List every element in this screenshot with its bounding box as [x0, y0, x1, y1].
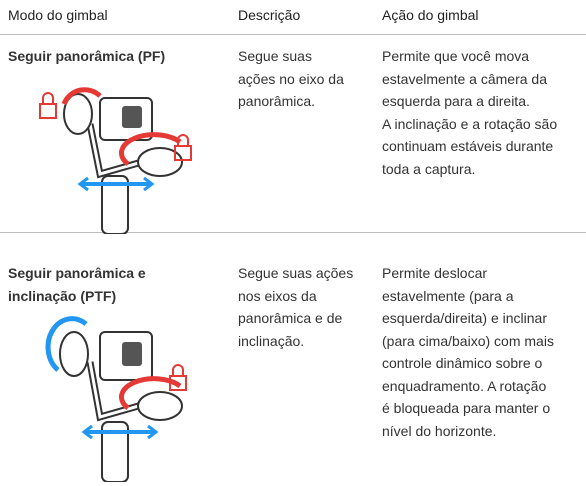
cell-action-line: Permite deslocar	[382, 265, 488, 281]
cell-action-line: enquadramento. A rotação	[382, 377, 547, 394]
cell-action-line: (para cima/baixo) com mais	[382, 332, 554, 349]
cell-action-line: estavelmente a câmera da	[382, 70, 547, 87]
cell-description-line: Segue suas ações	[238, 265, 354, 281]
cell-action-line: controle dinâmico sobre o	[382, 355, 543, 371]
cell-description-line: Segue suas	[238, 48, 312, 64]
cell-mode-line: inclinação (PTF)	[8, 287, 117, 304]
cell-description-line: nos eixos da	[238, 287, 317, 304]
cell-action-line: estavelmente (para a	[382, 287, 514, 304]
header-rule	[0, 34, 586, 35]
cell-description-line: ações no eixo da	[238, 70, 344, 87]
header-mode: Modo do gimbal	[8, 7, 108, 23]
cell-action-line: A inclinação e a rotação são	[382, 115, 558, 132]
cell-action-line: esquerda para a direita.	[382, 93, 530, 109]
row-rule	[0, 232, 586, 233]
cell-description-line: panorâmica.	[238, 93, 316, 109]
cell-action-line: toda a captura.	[382, 160, 476, 177]
gimbal-ptf-illustration	[45, 316, 187, 482]
cell-description-line: panorâmica e de	[238, 310, 343, 326]
header-action: Ação do gimbal	[382, 7, 479, 23]
cell-action-line: Permite que você mova	[382, 48, 530, 64]
cell-description-line: inclinação.	[238, 332, 305, 349]
cell-mode-line: Seguir panorâmica e	[8, 265, 146, 281]
cell-action-line: é bloqueada para manter o	[382, 400, 551, 416]
cell-mode-line: Seguir panorâmica (PF)	[8, 48, 166, 64]
cell-action-line: esquerda/direita) e inclinar	[382, 310, 547, 326]
cell-action-line: continuam estáveis durante	[382, 138, 554, 154]
cell-action-line: nível do horizonte.	[382, 422, 497, 439]
gimbal-pf-illustration	[39, 87, 192, 234]
header-description: Descrição	[238, 7, 301, 23]
